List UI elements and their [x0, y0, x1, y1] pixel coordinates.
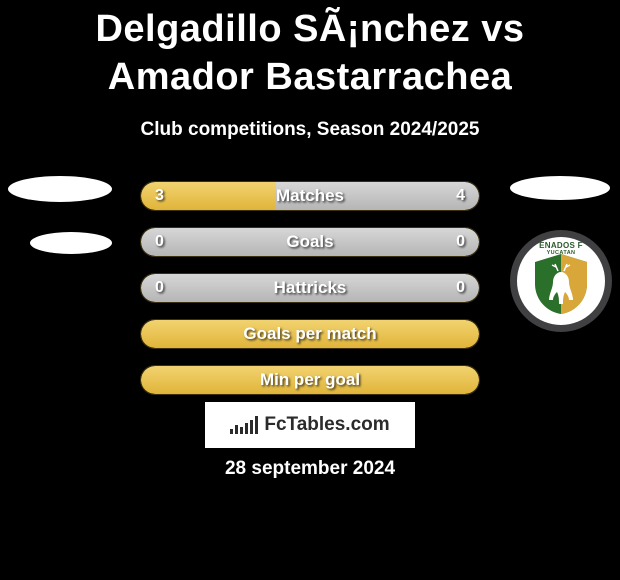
wm-bar-1 [230, 429, 233, 434]
wm-bar-3 [240, 427, 243, 434]
bar-row-min-per-goal: Min per goal [0, 365, 620, 395]
bar-row-matches: 3 Matches 4 [0, 181, 620, 211]
comparison-bars: 3 Matches 4 0 Goals 0 0 Hattricks 0 [0, 181, 620, 395]
bar-goals: 0 Goals 0 [140, 227, 480, 257]
bar-value-right: 4 [456, 187, 465, 205]
watermark: FcTables.com [205, 402, 415, 448]
bar-value-right: 0 [456, 279, 465, 297]
bar-value-left: 0 [155, 233, 164, 251]
bar-goals-per-match: Goals per match [140, 319, 480, 349]
wm-bar-5 [250, 420, 253, 434]
bar-min-per-goal: Min per goal [140, 365, 480, 395]
page-title: Delgadillo SÃ¡nchez vs Amador Bastarrach… [0, 0, 620, 101]
wm-bar-4 [245, 423, 248, 434]
page-subtitle: Club competitions, Season 2024/2025 [0, 119, 620, 141]
bar-label: Hattricks [274, 278, 347, 298]
infographic-root: Delgadillo SÃ¡nchez vs Amador Bastarrach… [0, 0, 620, 580]
bar-label: Goals per match [243, 324, 376, 344]
bar-row-hattricks: 0 Hattricks 0 [0, 273, 620, 303]
bar-chart-icon [230, 416, 258, 434]
footer-date: 28 september 2024 [0, 458, 620, 480]
bar-value-left: 0 [155, 279, 164, 297]
bar-label: Goals [286, 232, 333, 252]
bar-label: Matches [276, 186, 344, 206]
wm-bar-2 [235, 425, 238, 434]
bar-matches: 3 Matches 4 [140, 181, 480, 211]
bar-value-right: 0 [456, 233, 465, 251]
bar-value-left: 3 [155, 187, 164, 205]
bar-row-goals: 0 Goals 0 [0, 227, 620, 257]
bar-label: Min per goal [260, 370, 360, 390]
wm-bar-6 [255, 416, 258, 434]
bar-row-goals-per-match: Goals per match [0, 319, 620, 349]
watermark-text: FcTables.com [264, 414, 389, 436]
bar-hattricks: 0 Hattricks 0 [140, 273, 480, 303]
